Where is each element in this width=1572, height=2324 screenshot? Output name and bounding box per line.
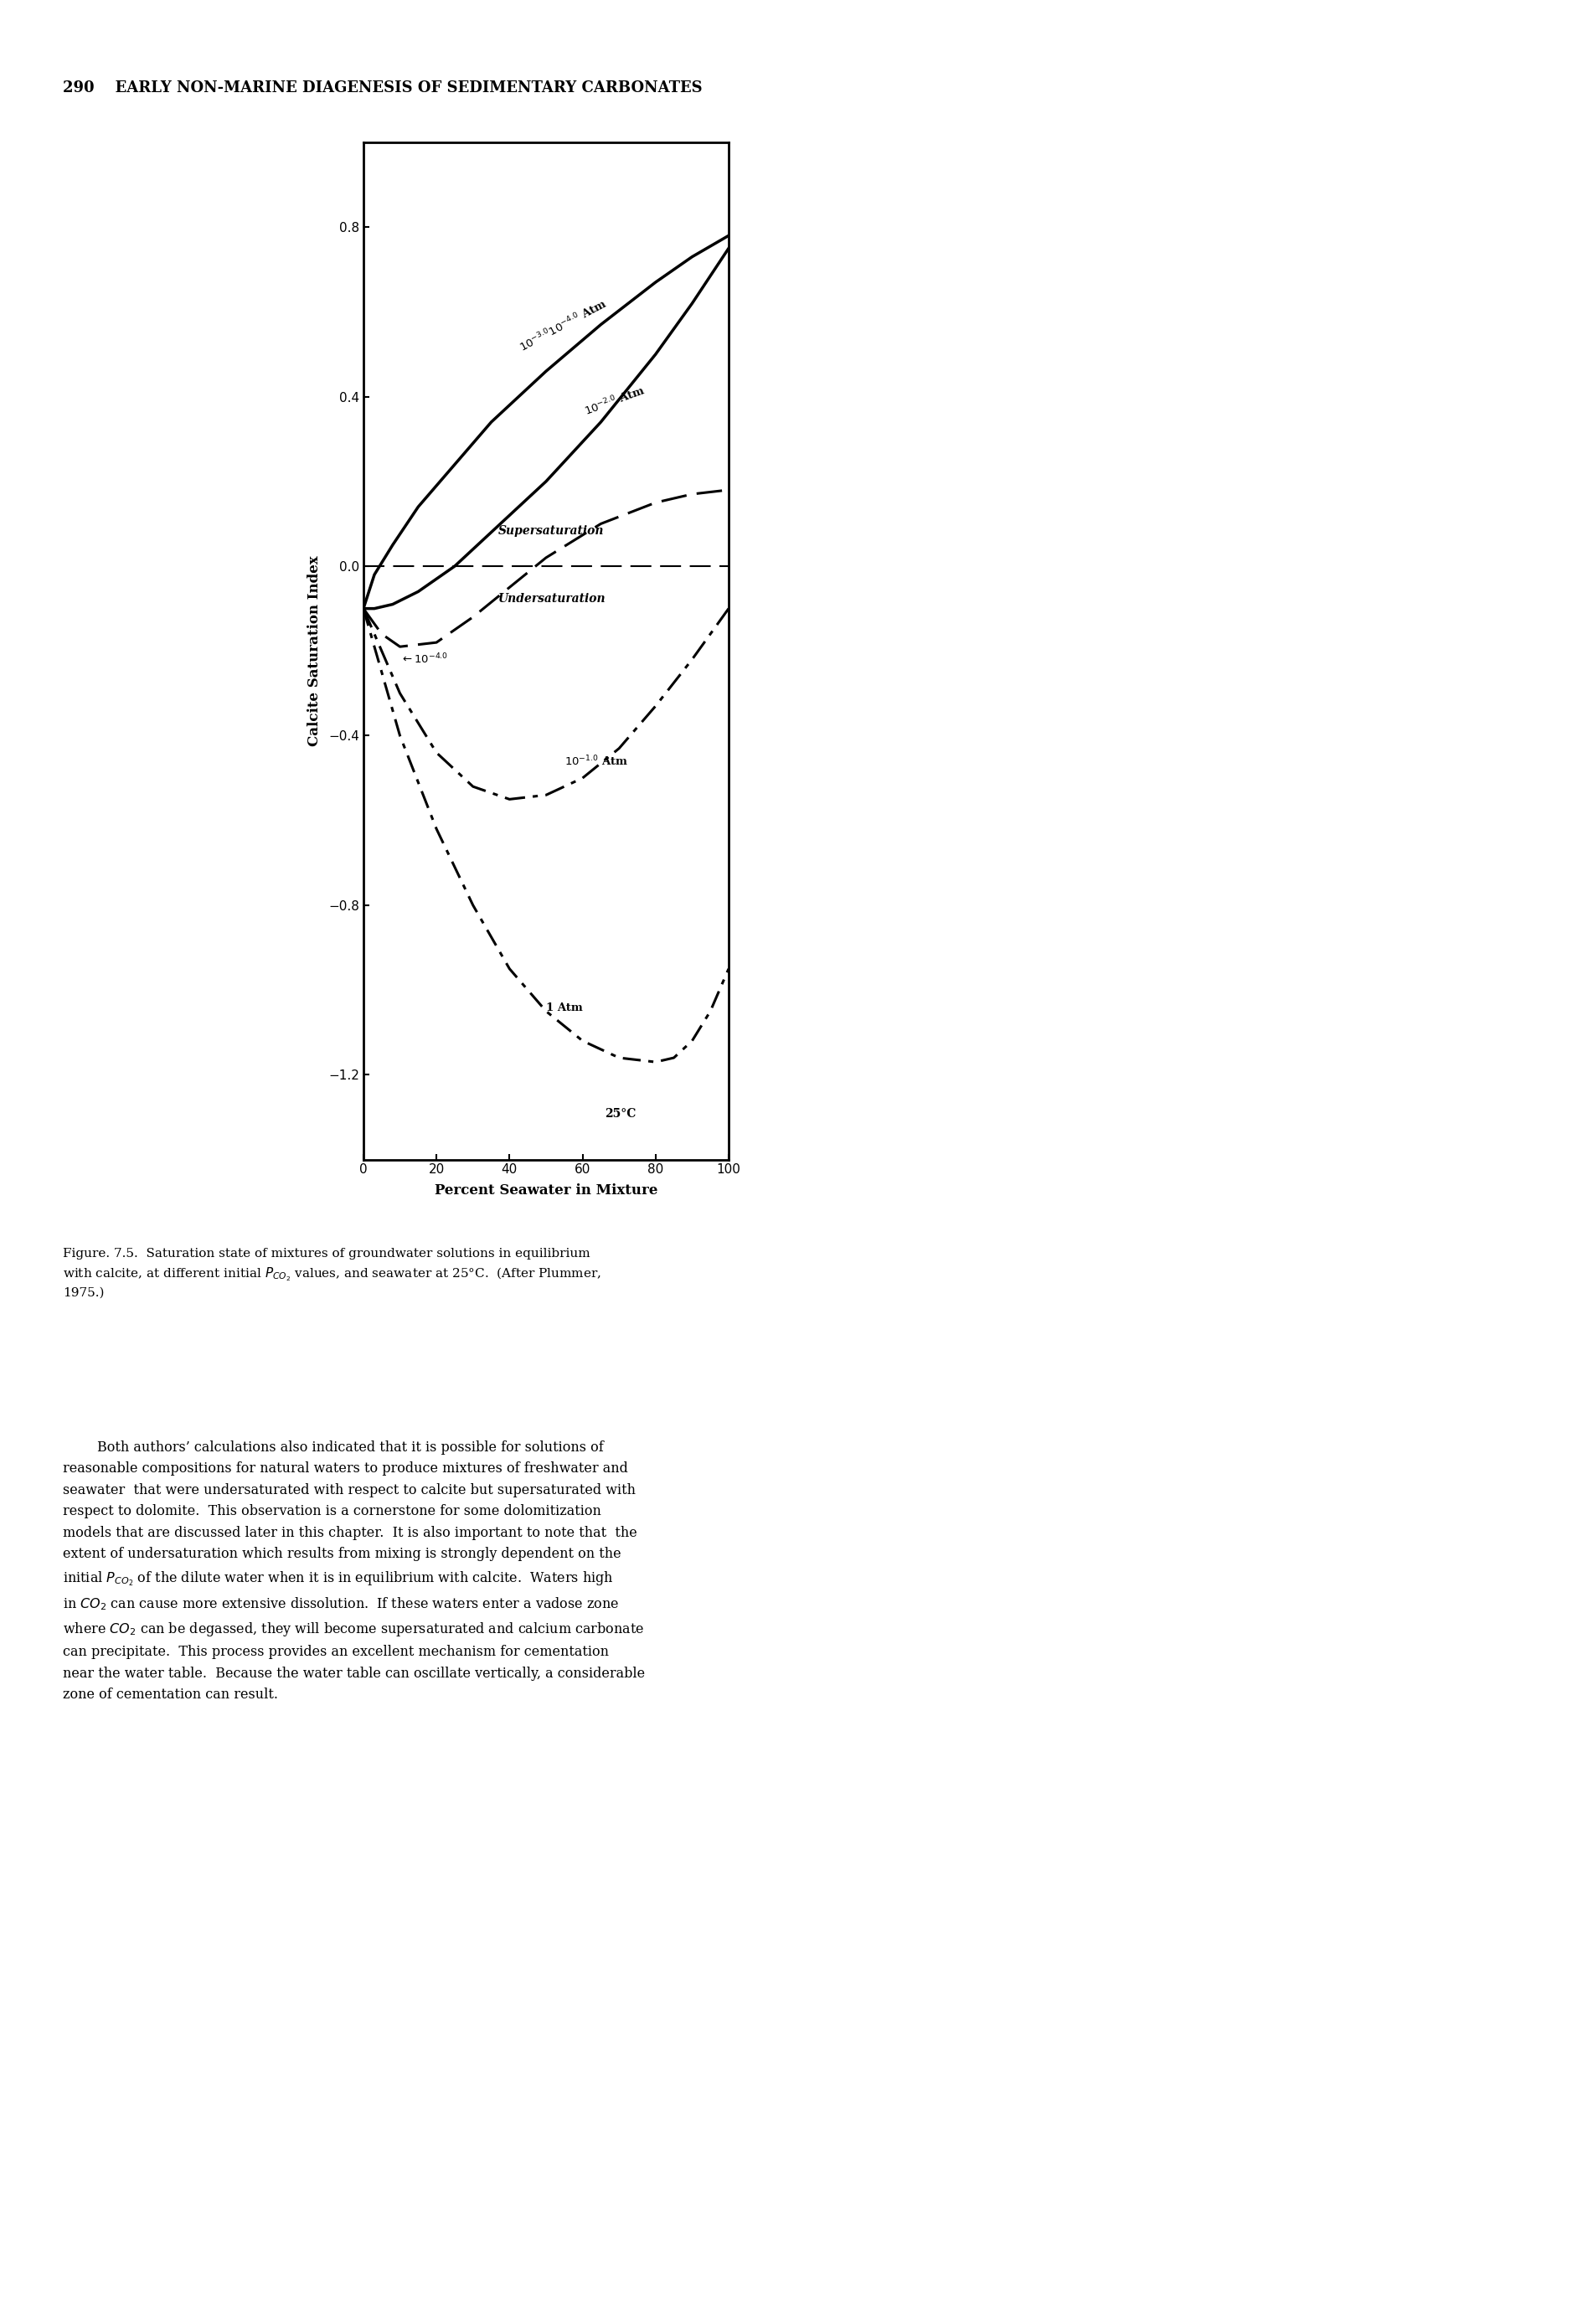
Text: Figure. 7.5.  Saturation state of mixtures of groundwater solutions in equilibri: Figure. 7.5. Saturation state of mixture… [63,1248,602,1299]
Text: 1 Atm: 1 Atm [545,1002,583,1013]
Text: Undersaturation: Undersaturation [498,593,607,604]
Y-axis label: Calcite Saturation Index: Calcite Saturation Index [307,555,322,746]
Text: Both authors’ calculations also indicated that it is possible for solutions of
r: Both authors’ calculations also indicate… [63,1441,645,1701]
X-axis label: Percent Seawater in Mixture: Percent Seawater in Mixture [434,1183,657,1197]
Text: $10^{-1.0}$ Atm: $10^{-1.0}$ Atm [564,753,629,767]
Text: $10^{-2.0}$ Atm: $10^{-2.0}$ Atm [583,383,648,418]
Text: $10^{-3.0}10^{-4.0}$ Atm: $10^{-3.0}10^{-4.0}$ Atm [517,295,610,353]
Text: $\leftarrow$$10^{-4.0}$: $\leftarrow$$10^{-4.0}$ [399,653,448,667]
Text: Supersaturation: Supersaturation [498,525,605,537]
Text: 25°C: 25°C [605,1109,635,1120]
Text: 290    EARLY NON-MARINE DIAGENESIS OF SEDIMENTARY CARBONATES: 290 EARLY NON-MARINE DIAGENESIS OF SEDIM… [63,79,703,95]
